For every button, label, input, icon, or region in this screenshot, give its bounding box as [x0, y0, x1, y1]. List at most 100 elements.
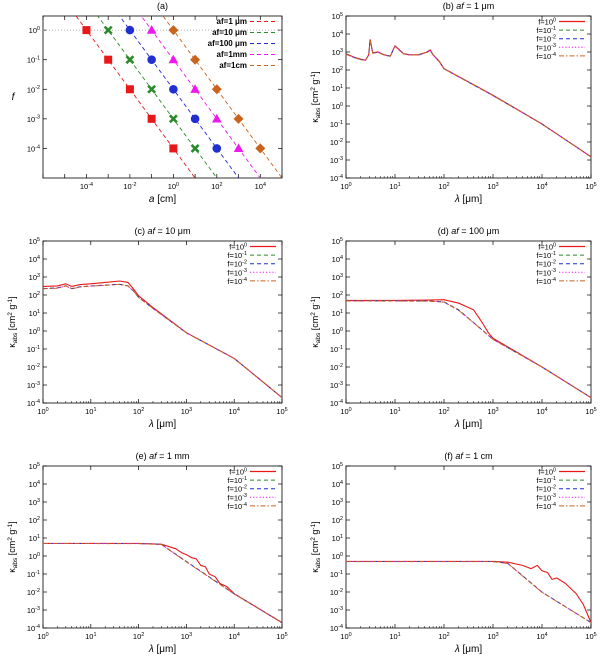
- data-point-af=10μm: [168, 114, 178, 124]
- y-tick-label: 100: [29, 327, 40, 336]
- data-point-af=100μm: [190, 114, 200, 124]
- legend-entry: af=1mm: [217, 50, 247, 59]
- y-tick-label: 10-3: [27, 381, 40, 390]
- x-tick-label: 104: [229, 407, 240, 416]
- y-tick-label: 10-1: [330, 345, 343, 354]
- legend-entry: f=100: [538, 242, 556, 251]
- panel-c-frame: [42, 240, 283, 404]
- data-point-af=1μm: [169, 144, 178, 153]
- x-axis-label: λ [μm]: [148, 419, 177, 430]
- panel-a-title: (a): [157, 1, 168, 11]
- data-point-af=1μm: [82, 26, 91, 35]
- x-tick-label: 103: [181, 632, 192, 641]
- x-axis-label: a [cm]: [149, 194, 176, 205]
- y-tick-label: 105: [332, 237, 343, 246]
- x-tick-label: 103: [181, 407, 192, 416]
- x-tick-label: 101: [389, 182, 400, 191]
- data-point-af=1mm: [168, 54, 179, 64]
- x-tick-label: 101: [85, 407, 96, 416]
- x-tick-label: 101: [389, 632, 400, 641]
- legend-entry: f=10-4: [227, 277, 247, 286]
- x-tick-label: 103: [487, 407, 498, 416]
- panel-f-title: (f) af = 1 cm: [444, 451, 492, 461]
- panel-e: (e) af = 1 mm 100 101 102 103 104 105 10-4 10-3 1…: [7, 451, 288, 655]
- panel-f-frame: [345, 465, 592, 629]
- series-line-af=1cm: [162, 16, 282, 178]
- legend-entry: f=10-3: [227, 493, 247, 502]
- y-axis-label: κabs [cm2 g-1]: [310, 71, 322, 122]
- panel-f-series: [346, 560, 591, 623]
- y-tick-label: 10-4: [27, 144, 40, 153]
- panel-d-frame: [345, 240, 592, 404]
- y-tick-label: 104: [332, 255, 343, 264]
- y-tick-label: 10-4: [330, 174, 343, 183]
- series-line-f=10^-4: [346, 39, 591, 158]
- y-tick-label: 101: [29, 534, 40, 543]
- x-tick-label: 104: [536, 407, 547, 416]
- panel-a: (a) 10-4 10-2 100 102 104 100 10-1 10-2 10-3 10-4 a…: [12, 1, 283, 205]
- legend-entry: f=10-1: [227, 476, 247, 485]
- legend-entry: f=10-1: [227, 251, 247, 260]
- y-axis-label: κabs [cm2 g-1]: [310, 521, 322, 572]
- panel-a-legend: af=1 μm af=10 μm af=100 μm af=1mm af=1cm: [208, 17, 276, 70]
- panel-e-frame: [42, 465, 283, 629]
- panel-b-series: [346, 39, 591, 158]
- series-line-f=10^-4: [43, 543, 282, 623]
- y-tick-label: 105: [332, 462, 343, 471]
- x-axis-label: λ [μm]: [454, 644, 483, 655]
- x-tick-label: 10-4: [80, 182, 93, 191]
- y-tick-label: 10-2: [27, 363, 40, 372]
- x-tick-label: 100: [340, 182, 351, 191]
- data-point-af=10μm: [125, 55, 135, 65]
- x-tick-label: 101: [389, 407, 400, 416]
- x-tick-label: 100: [340, 632, 351, 641]
- legend-entry: f=10-4: [536, 277, 556, 286]
- panel-b: (b) af = 1 μm 100 101 102 103 104 105 10-4 10-3 1…: [310, 1, 597, 205]
- legend-entry: f=100: [229, 467, 247, 476]
- y-tick-label: 100: [332, 327, 343, 336]
- y-tick-label: 104: [332, 30, 343, 39]
- x-axis-label: λ [μm]: [454, 419, 483, 430]
- y-tick-label: 100: [29, 552, 40, 561]
- x-tick-label: 10-2: [123, 182, 136, 191]
- data-point-af=100μm: [125, 25, 135, 35]
- data-point-af=1μm: [147, 114, 156, 123]
- data-point-af=10μm: [103, 25, 113, 35]
- series-line-af=1mm: [140, 16, 261, 178]
- legend-entry: f=10-4: [536, 502, 556, 511]
- y-tick-label: 10-1: [330, 570, 343, 579]
- x-tick-label: 100: [37, 632, 48, 641]
- panel-c-title: (c) af = 10 μm: [135, 226, 191, 236]
- y-tick-label: 10-1: [27, 570, 40, 579]
- series-line-f=10^0: [43, 280, 282, 399]
- panel-a-frame: [42, 15, 283, 179]
- legend-entry: af=1 μm: [217, 17, 247, 26]
- y-tick-label: 103: [332, 48, 343, 57]
- y-tick-label: 101: [29, 309, 40, 318]
- legend-entry: f=10-1: [536, 26, 556, 35]
- y-tick-label: 104: [29, 480, 40, 489]
- legend-entry: f=10-2: [536, 35, 556, 44]
- x-tick-label: 104: [229, 632, 240, 641]
- data-point-af=1cm: [211, 84, 222, 95]
- y-tick-label: 101: [332, 309, 343, 318]
- y-tick-label: 10-4: [330, 399, 343, 408]
- legend-entry: f=10-2: [536, 485, 556, 494]
- panel-b-title: (b) af = 1 μm: [443, 1, 494, 11]
- y-axis-label: f: [12, 92, 16, 103]
- data-point-af=1μm: [125, 85, 134, 94]
- data-point-af=100μm: [147, 55, 156, 64]
- data-point-af=1cm: [190, 54, 201, 65]
- legend-entry: f=10-3: [536, 268, 556, 277]
- y-tick-label: 10-3: [27, 115, 40, 124]
- legend-entry: f=10-3: [227, 268, 247, 277]
- y-tick-label: 103: [332, 498, 343, 507]
- legend-entry: f=10-2: [227, 485, 247, 494]
- y-tick-label: 102: [332, 66, 343, 75]
- y-tick-label: 103: [29, 273, 40, 282]
- x-tick-label: 104: [536, 632, 547, 641]
- series-line-f=10^-1: [43, 542, 282, 623]
- series-line-f=10^0: [43, 542, 282, 624]
